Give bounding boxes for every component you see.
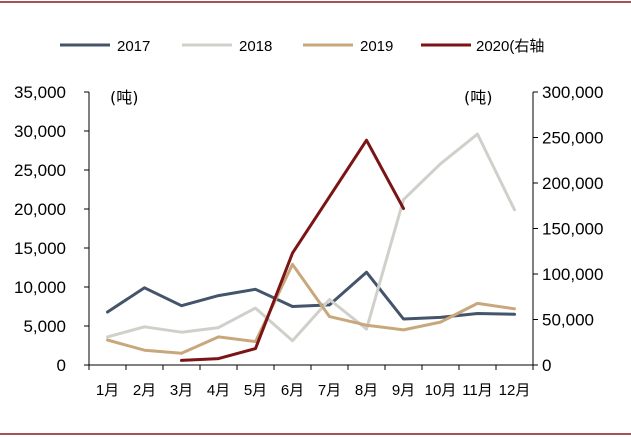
- x-tick-label: 12月: [499, 382, 531, 399]
- right-tick-label: 200,000: [542, 174, 603, 193]
- series-line-2017: [106, 270, 516, 321]
- x-axis-ticks: 1月 2月 3月 4月 5月 6月 7月 8月 9月 10月 11月 12月: [88, 365, 534, 399]
- x-tick-label: 2月: [133, 382, 156, 399]
- legend-label-2020: 2020(右轴: [476, 38, 544, 55]
- left-tick-label: 35,000: [14, 83, 66, 102]
- series-line-2019: [106, 262, 516, 355]
- right-axis-unit: (吨): [464, 88, 493, 107]
- right-tick-label: 0: [542, 356, 551, 375]
- x-tick-label: 1月: [96, 382, 119, 399]
- left-tick-label: 30,000: [14, 122, 66, 141]
- x-tick-label: 3月: [170, 382, 193, 399]
- legend-label-2017: 2017: [117, 38, 150, 55]
- x-tick-label: 5月: [244, 382, 267, 399]
- right-tick-label: 100,000: [542, 265, 603, 284]
- right-axis-ticks: 0 50,000 100,000 150,000 200,000 250,000 300,0…: [533, 83, 603, 375]
- x-tick-label: 9月: [392, 382, 415, 399]
- series-layer: [106, 132, 516, 362]
- left-tick-label: 15,000: [14, 239, 66, 258]
- x-tick-label: 4月: [207, 382, 230, 399]
- left-tick-label: 20,000: [14, 200, 66, 219]
- right-tick-label: 250,000: [542, 129, 603, 148]
- legend-label-2018: 2018: [239, 38, 272, 55]
- right-tick-label: 50,000: [542, 311, 594, 330]
- legend-item-2018: 2018: [182, 38, 272, 55]
- left-axis-unit: (吨): [110, 88, 139, 107]
- x-tick-label: 11月: [462, 382, 493, 399]
- right-tick-label: 150,000: [542, 220, 603, 239]
- x-tick-label: 7月: [318, 382, 341, 399]
- series-line-2020: [180, 138, 405, 362]
- series-line-2018: [106, 132, 516, 343]
- legend: 2017 2018 2019 2020(右轴: [60, 38, 544, 55]
- left-tick-label: 10,000: [14, 278, 66, 297]
- left-tick-label: 0: [57, 356, 66, 375]
- legend-item-2017: 2017: [60, 38, 150, 55]
- legend-label-2019: 2019: [360, 38, 393, 55]
- x-tick-label: 6月: [281, 382, 304, 399]
- left-tick-label: 25,000: [14, 161, 66, 180]
- legend-item-2019: 2019: [303, 38, 393, 55]
- right-tick-label: 300,000: [542, 83, 603, 102]
- x-tick-label: 10月: [425, 382, 457, 399]
- legend-item-2020: 2020(右轴: [421, 38, 544, 55]
- left-axis-ticks: 0 5,000 10,000 15,000 20,000 25,000 30,000 35,0…: [14, 83, 89, 375]
- left-tick-label: 5,000: [23, 317, 66, 336]
- x-tick-label: 8月: [355, 382, 378, 399]
